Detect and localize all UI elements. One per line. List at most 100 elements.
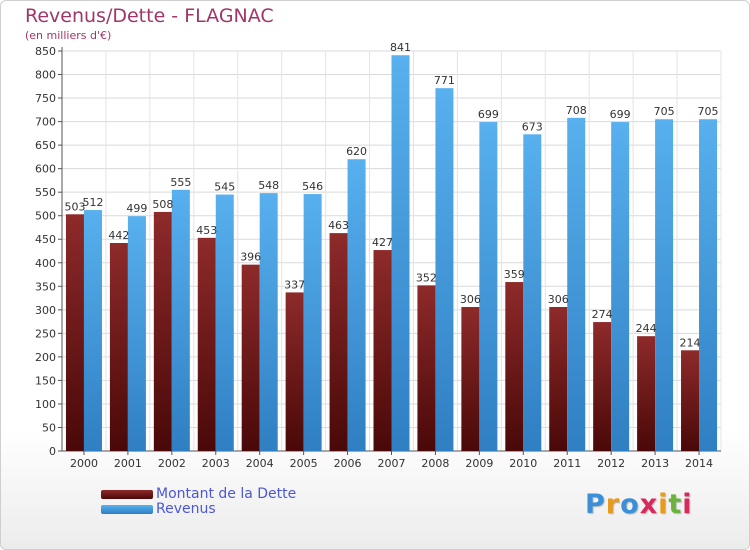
- data-label-revenus: 548: [258, 179, 279, 192]
- legend-item-revenus: Revenus: [101, 502, 296, 517]
- bar-revenus: [391, 55, 410, 452]
- data-label-revenus: 699: [610, 108, 631, 121]
- chart-subtitle: (en milliers d'€): [25, 29, 112, 42]
- data-label-revenus: 841: [390, 41, 411, 54]
- data-label-dette: 359: [504, 268, 525, 281]
- bar-revenus: [611, 122, 630, 451]
- y-tick-label: 550: [35, 186, 56, 199]
- bar-revenus: [435, 88, 454, 452]
- y-tick-label: 400: [35, 257, 56, 270]
- bar-dette: [109, 243, 128, 451]
- bar-revenus: [479, 122, 498, 451]
- legend-swatch-revenus: [101, 505, 153, 514]
- bar-dette: [637, 336, 656, 451]
- bar-revenus: [171, 189, 190, 451]
- logo-letter: i: [682, 489, 693, 520]
- data-label-revenus: 555: [170, 176, 191, 189]
- bar-dette: [505, 282, 524, 451]
- x-tick-label: 2004: [246, 457, 274, 470]
- bar-revenus: [523, 134, 542, 451]
- legend-swatch-dette: [101, 490, 153, 499]
- bar-dette: [461, 307, 480, 451]
- x-tick-label: 2010: [509, 457, 537, 470]
- bar-dette: [241, 264, 260, 451]
- data-label-revenus: 708: [566, 104, 587, 117]
- y-tick-label: 450: [35, 233, 56, 246]
- bar-revenus: [303, 194, 322, 451]
- data-label-revenus: 705: [654, 105, 675, 118]
- logo-letter: o: [620, 489, 640, 520]
- y-tick-label: 600: [35, 163, 56, 176]
- data-label-dette: 463: [328, 219, 349, 232]
- bar-dette: [153, 211, 172, 451]
- bar-revenus: [699, 119, 718, 451]
- y-tick-label: 750: [35, 92, 56, 105]
- bar-revenus: [215, 194, 234, 451]
- data-label-revenus: 512: [82, 196, 103, 209]
- data-label-dette: 427: [372, 236, 393, 249]
- y-tick-label: 300: [35, 304, 56, 317]
- legend-label-dette: Montant de la Dette: [156, 486, 297, 502]
- x-tick-label: 2008: [421, 457, 449, 470]
- logo-letter: i: [658, 489, 669, 520]
- bar-revenus: [347, 159, 366, 451]
- bar-dette: [197, 237, 216, 451]
- bars: [65, 55, 718, 452]
- logo-letter: P: [585, 489, 606, 520]
- bar-revenus: [655, 119, 674, 451]
- data-label-revenus: 705: [698, 105, 719, 118]
- y-tick-label: 800: [35, 69, 56, 82]
- data-label-dette: 453: [196, 224, 217, 237]
- y-tick-label: 850: [35, 45, 56, 58]
- chart-title: Revenus/Dette - FLAGNAC: [25, 5, 274, 27]
- bar-revenus: [259, 193, 278, 451]
- bar-dette: [681, 350, 700, 451]
- bar-revenus: [127, 216, 146, 451]
- data-label-dette: 337: [284, 278, 305, 291]
- y-tick-label: 0: [49, 445, 56, 458]
- x-tick-label: 2014: [685, 457, 713, 470]
- x-tick-label: 2001: [114, 457, 142, 470]
- y-tick-label: 150: [35, 374, 56, 387]
- data-label-dette: 396: [240, 251, 261, 264]
- x-tick-label: 2005: [290, 457, 318, 470]
- data-label-revenus: 545: [214, 181, 235, 194]
- y-tick-label: 100: [35, 398, 56, 411]
- data-label-dette: 244: [636, 322, 657, 335]
- y-tick-label: 700: [35, 116, 56, 129]
- data-label-revenus: 499: [126, 202, 147, 215]
- x-tick-label: 2006: [334, 457, 362, 470]
- data-label-revenus: 546: [302, 180, 323, 193]
- x-tick-label: 2013: [641, 457, 669, 470]
- bar-revenus: [567, 117, 586, 451]
- data-label-dette: 508: [152, 198, 173, 211]
- y-tick-label: 200: [35, 351, 56, 364]
- bar-dette: [593, 322, 612, 451]
- x-tick-label: 2000: [70, 457, 98, 470]
- legend-label-revenus: Revenus: [156, 501, 216, 517]
- data-label-dette: 306: [548, 293, 569, 306]
- x-tick-label: 2002: [158, 457, 186, 470]
- axes: 0 50 100 150 200 250 300 350 400 450 500 550 600 650 7…: [35, 45, 721, 470]
- y-tick-label: 350: [35, 280, 56, 293]
- data-label-revenus: 771: [434, 74, 455, 87]
- data-label-revenus: 673: [522, 120, 543, 133]
- bar-dette: [329, 233, 348, 451]
- y-tick-label: 250: [35, 327, 56, 340]
- logo-letter: x: [639, 489, 659, 520]
- bar-dette: [417, 285, 436, 451]
- y-tick-label: 50: [42, 421, 56, 434]
- bar-dette: [549, 307, 568, 451]
- legend: Montant de la Dette Revenus: [101, 487, 296, 517]
- logo-letter: r: [605, 489, 621, 520]
- data-label-dette: 274: [592, 308, 613, 321]
- x-tick-label: 2012: [597, 457, 625, 470]
- data-label-revenus: 699: [478, 108, 499, 121]
- bar-revenus: [83, 210, 102, 451]
- legend-item-dette: Montant de la Dette: [101, 487, 296, 502]
- x-tick-label: 2003: [202, 457, 230, 470]
- x-tick-label: 2007: [378, 457, 406, 470]
